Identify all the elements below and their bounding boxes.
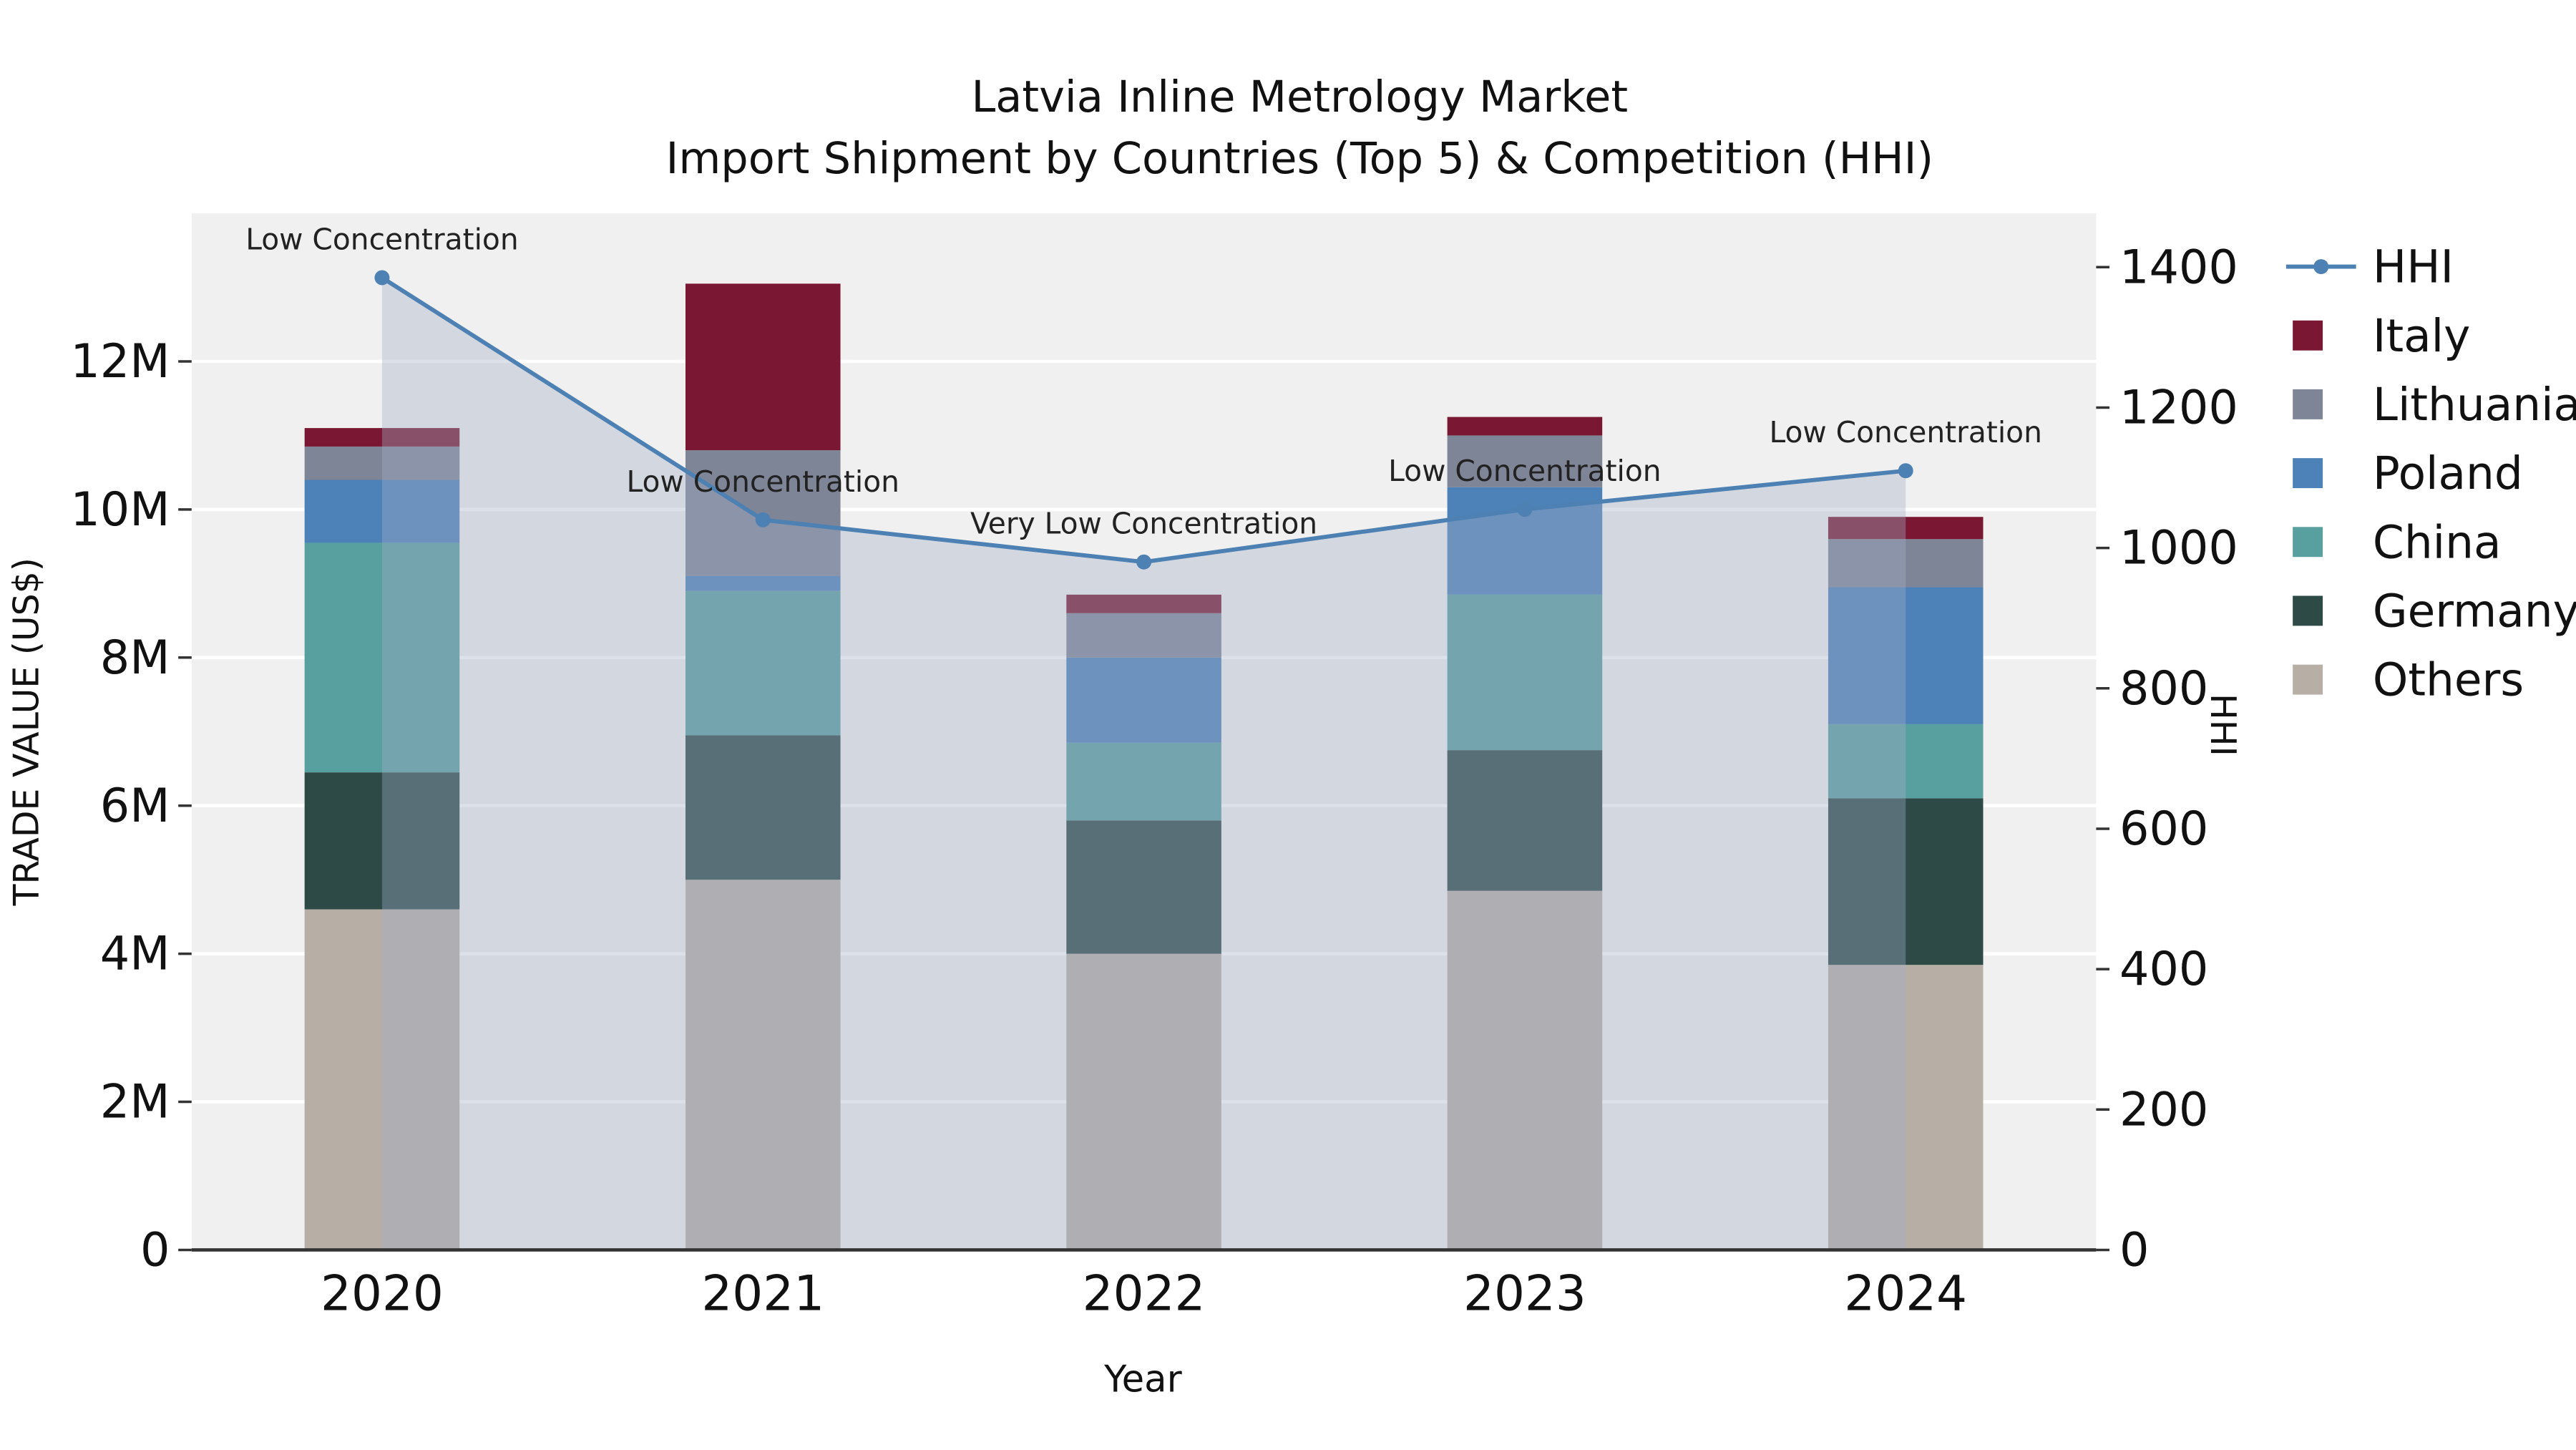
y-left-tick-label: 8M — [100, 631, 170, 685]
bar-segment-italy-2023 — [1447, 417, 1603, 436]
y-left-tick-label: 2M — [100, 1075, 170, 1129]
bar-segment-lithuania-2024 — [1828, 539, 1984, 588]
bar-segment-china-2021 — [685, 590, 841, 736]
bar-segment-italy-2022 — [1066, 594, 1221, 613]
bar-segment-italy-2024 — [1828, 517, 1984, 540]
bar-segment-poland-2021 — [685, 575, 841, 591]
x-tick-label-2020: 2020 — [321, 1265, 444, 1321]
bar-segment-germany-2020 — [304, 772, 460, 910]
legend-label: Italy — [2373, 310, 2470, 362]
x-tick-label-2021: 2021 — [701, 1265, 824, 1321]
y-axis-title-right: HHI — [2202, 693, 2243, 756]
hhi-annotation-2024: Low Concentration — [1769, 415, 2041, 449]
legend-label: China — [2373, 516, 2502, 568]
legend-label: HHI — [2373, 241, 2454, 293]
hhi-annotation-2021: Low Concentration — [627, 464, 899, 499]
x-tick-label-2022: 2022 — [1083, 1265, 1206, 1321]
y-right-tick-label: 800 — [2119, 661, 2208, 716]
bar-segment-lithuania-2023 — [1447, 435, 1603, 487]
bar-segment-poland-2024 — [1828, 587, 1984, 724]
y-axis-title-left: TRADE VALUE (US$) — [6, 558, 47, 906]
y-left-tick-label: 6M — [100, 779, 170, 833]
legend-item-hhi[interactable]: HHI — [2285, 241, 2454, 293]
y-left-tick-label: 10M — [70, 482, 170, 537]
bar-segment-germany-2023 — [1447, 750, 1603, 891]
bar-segment-lithuania-2022 — [1066, 613, 1221, 658]
bar-segment-italy-2021 — [685, 283, 841, 451]
y-right-tick-label: 400 — [2119, 942, 2208, 996]
y-left-tick-label: 4M — [100, 927, 170, 981]
legend-swatch-icon — [2293, 389, 2323, 419]
bar-segment-poland-2022 — [1066, 657, 1221, 743]
hhi-marker-2023 — [1517, 502, 1533, 517]
bar-segment-others-2023 — [1447, 890, 1603, 1250]
legend-item-italy[interactable]: Italy — [2293, 310, 2470, 362]
x-axis-title: Year — [1104, 1360, 1182, 1402]
bar-segment-china-2024 — [1828, 724, 1984, 799]
legend-swatch-icon — [2293, 595, 2323, 626]
bar-segment-germany-2021 — [685, 735, 841, 880]
legend-item-germany[interactable]: Germany — [2293, 585, 2576, 638]
legend-label: Others — [2373, 654, 2524, 706]
legend-label: Lithuania — [2373, 379, 2576, 431]
bar-segment-china-2023 — [1447, 594, 1603, 751]
bar-segment-china-2022 — [1066, 742, 1221, 821]
hhi-marker-2024 — [1898, 463, 1913, 479]
y-right-tick-label: 1000 — [2119, 521, 2238, 575]
x-tick-label-2023: 2023 — [1463, 1265, 1586, 1321]
legend-swatch-icon — [2293, 664, 2323, 695]
y-left-tick-label: 0 — [140, 1223, 170, 1278]
bar-segment-germany-2022 — [1066, 820, 1221, 954]
bar-segment-others-2021 — [685, 880, 841, 1250]
legend-item-lithuania[interactable]: Lithuania — [2293, 379, 2576, 431]
chart-title-line1: Latvia Inline Metrology Market — [971, 73, 1629, 124]
bar-segment-germany-2024 — [1828, 798, 1984, 965]
bar-segment-china-2020 — [304, 542, 460, 773]
legend-marker-icon — [2313, 259, 2329, 275]
y-left-tick-label: 12M — [70, 334, 170, 389]
hhi-annotation-2023: Low Concentration — [1388, 454, 1661, 488]
legend-item-poland[interactable]: Poland — [2293, 447, 2523, 500]
x-tick-label-2024: 2024 — [1844, 1265, 1967, 1321]
chart-title-line2: Import Shipment by Countries (Top 5) & C… — [665, 135, 1934, 185]
hhi-annotation-2020: Low Concentration — [245, 222, 518, 256]
bar-segment-italy-2020 — [304, 428, 460, 447]
bar-segment-others-2022 — [1066, 953, 1221, 1250]
legend-swatch-icon — [2293, 320, 2323, 351]
bar-segment-lithuania-2020 — [304, 446, 460, 480]
y-right-tick-label: 1400 — [2119, 240, 2238, 294]
legend-label: Poland — [2373, 447, 2523, 500]
legend-swatch-icon — [2293, 527, 2323, 558]
bar-segment-others-2024 — [1828, 965, 1984, 1250]
y-right-tick-label: 600 — [2119, 802, 2208, 856]
y-right-tick-label: 1200 — [2119, 381, 2238, 435]
y-right-tick-label: 200 — [2119, 1082, 2208, 1137]
hhi-marker-2020 — [374, 270, 390, 286]
legend-label: Germany — [2373, 585, 2576, 638]
legend-item-china[interactable]: China — [2293, 516, 2501, 568]
bar-segment-poland-2020 — [304, 480, 460, 543]
hhi-marker-2022 — [1136, 554, 1152, 570]
hhi-annotation-2022: Very Low Concentration — [970, 507, 1317, 541]
legend-swatch-icon — [2293, 458, 2323, 489]
hhi-marker-2021 — [755, 512, 771, 527]
y-right-tick-label: 0 — [2119, 1223, 2149, 1278]
bar-segment-others-2020 — [304, 909, 460, 1250]
legend-item-others[interactable]: Others — [2293, 654, 2524, 706]
